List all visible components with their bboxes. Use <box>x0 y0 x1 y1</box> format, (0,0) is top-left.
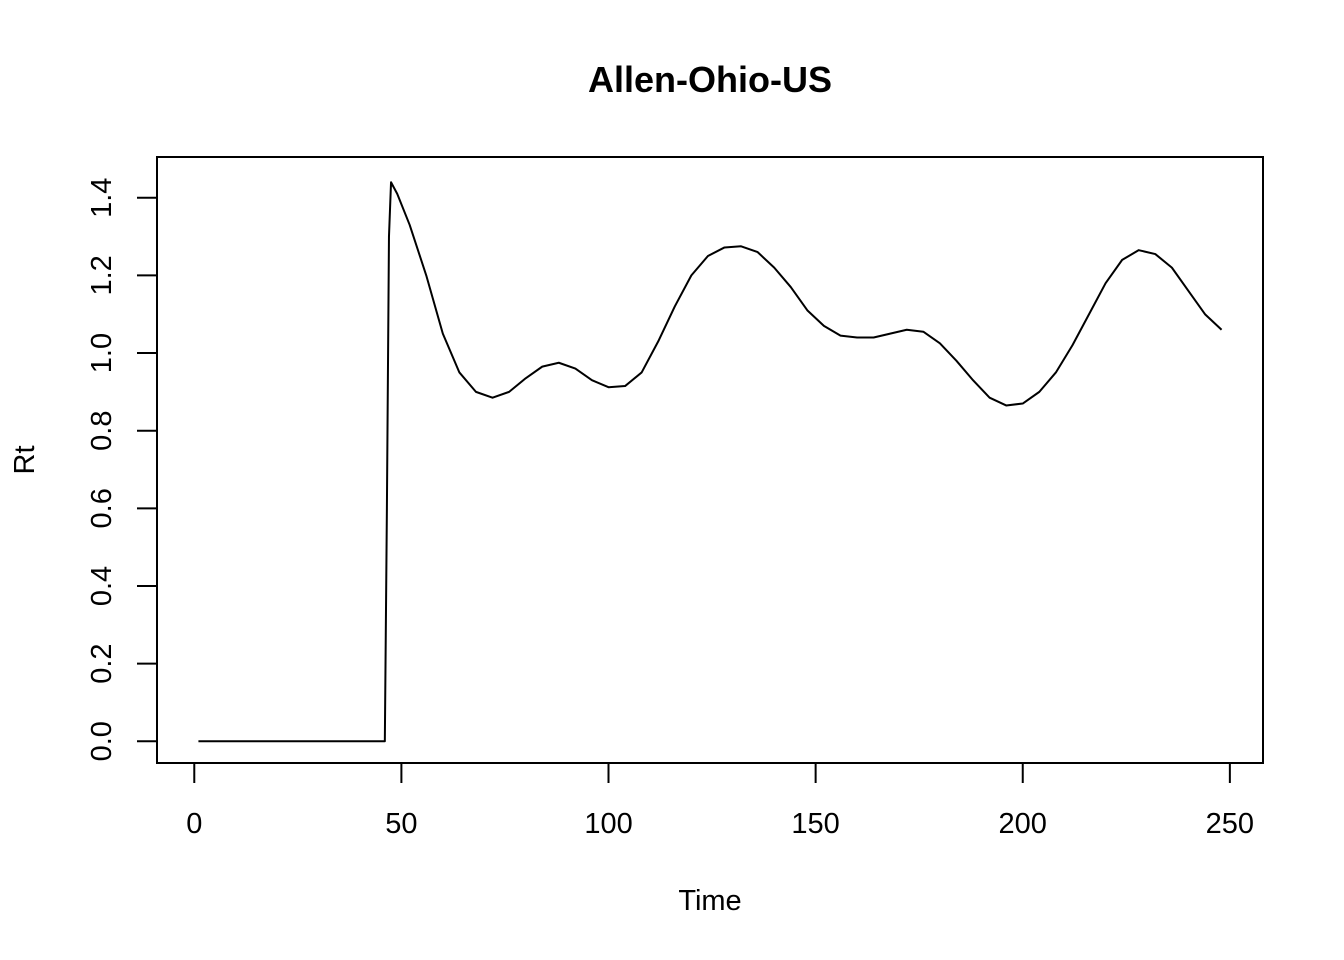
y-tick-label: 0.2 <box>86 643 118 683</box>
y-tick-label: 0.0 <box>86 721 118 761</box>
x-tick-label: 0 <box>186 808 202 840</box>
y-axis-label: Rt <box>9 446 41 475</box>
series-line <box>198 181 1223 743</box>
y-tick-label: 1.4 <box>86 178 118 218</box>
y-axis: 0.0 0.2 0.4 0.6 0.8 1.0 1.2 1.4 <box>86 178 158 761</box>
x-tick-label: 150 <box>791 808 839 840</box>
chart-title: Allen-Ohio-US <box>588 59 832 100</box>
plot-frame <box>156 156 1264 764</box>
x-axis-label: Time <box>678 885 741 917</box>
x-tick-label: 100 <box>584 808 632 840</box>
y-tick-label: 0.8 <box>86 411 118 451</box>
x-axis: 0 50 100 150 200 250 <box>186 762 1254 840</box>
x-tick-label: 250 <box>1206 808 1254 840</box>
y-tick-label: 1.0 <box>86 333 118 373</box>
y-tick-label: 0.4 <box>86 566 118 606</box>
y-tick-label: 1.2 <box>86 255 118 295</box>
x-tick-label: 50 <box>385 808 417 840</box>
x-tick-label: 200 <box>999 808 1047 840</box>
y-tick-label: 0.6 <box>86 488 118 528</box>
